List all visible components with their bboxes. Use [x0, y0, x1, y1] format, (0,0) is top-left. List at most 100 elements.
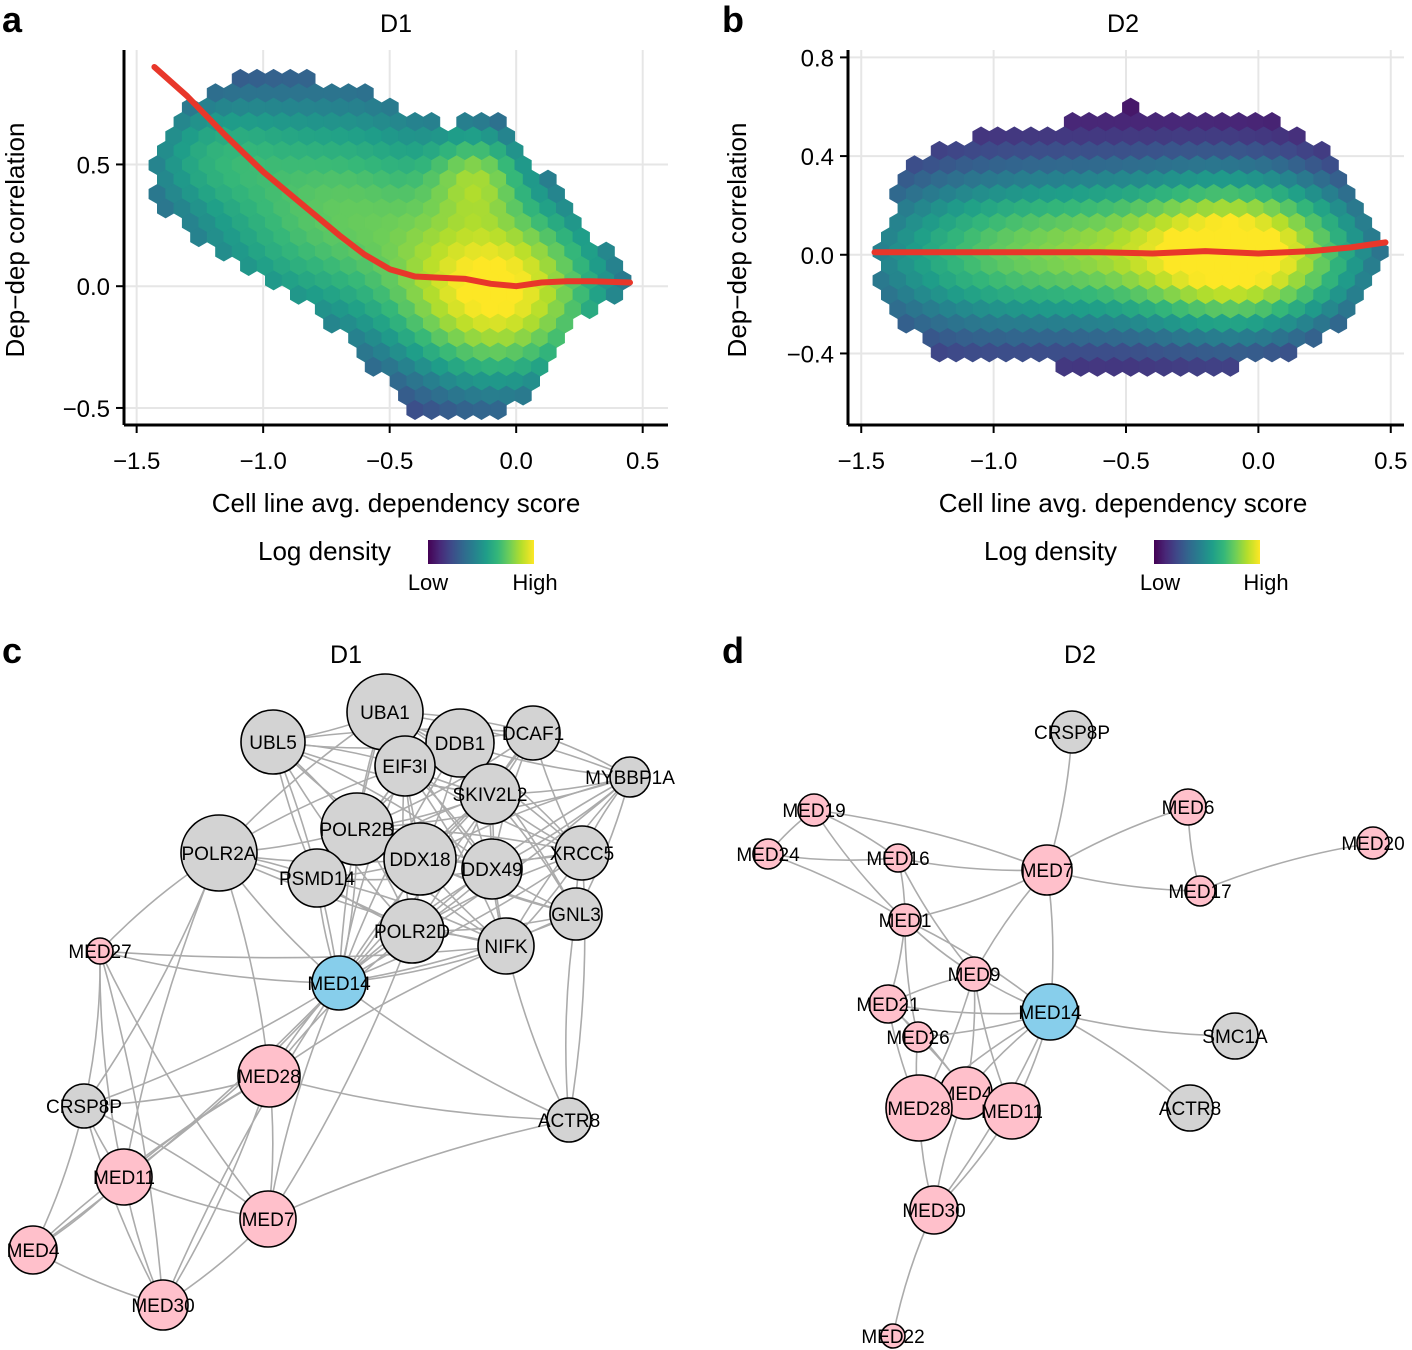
- node-med28: MED28: [885, 1074, 953, 1142]
- chart-title: D1: [380, 10, 412, 38]
- node-label: MED24: [736, 845, 800, 866]
- x-tick-label: 0.5: [626, 448, 659, 475]
- edge-xrcc5-actr8: [568, 852, 586, 1121]
- node-circle: [983, 1082, 1041, 1140]
- node-label: CRSP8P: [1034, 723, 1110, 744]
- node-xrcc5: XRCC5: [550, 825, 614, 881]
- legend-high-label: High: [1243, 570, 1288, 595]
- x-axis-label: Cell line avg. dependency score: [212, 488, 581, 518]
- node-label: MED21: [856, 995, 919, 1016]
- node-circle: [1021, 844, 1073, 896]
- node-ddx18: DDX18: [383, 822, 457, 896]
- edge-nifk-med28: [268, 945, 507, 1077]
- network-panel-d2: D2 CRSP8P MED19 MED6 MED20 MED24 MED16 MED7 MED…: [736, 641, 1405, 1349]
- node-label: SKIV2L2: [453, 785, 528, 806]
- node-circle: [8, 1225, 58, 1275]
- node-label: NIFK: [484, 937, 528, 958]
- node-label: MED11: [981, 1102, 1043, 1123]
- node-med9: MED9: [948, 956, 1000, 992]
- panel-label-a: a: [2, 0, 23, 40]
- hexbin-cell: [1329, 313, 1348, 334]
- colorbar: [1154, 540, 1260, 564]
- node-polr2d: POLR2D: [374, 898, 450, 964]
- node-med4: MED4: [939, 1066, 993, 1120]
- node-circle: [752, 838, 784, 870]
- node-med7: MED7: [1021, 844, 1074, 896]
- node-circle: [797, 793, 831, 827]
- legend-title: Log density: [258, 536, 391, 566]
- node-label: UBL5: [249, 733, 297, 754]
- node-label: MED4: [940, 1084, 993, 1105]
- node-med26: MED26: [886, 1021, 950, 1053]
- node-label: MED20: [1341, 834, 1404, 855]
- y-tick-label: 0.4: [801, 144, 834, 171]
- network-nodes: CRSP8P MED19 MED6 MED20 MED24 MED16 MED7 MED17 M…: [736, 710, 1405, 1349]
- node-circle: [240, 709, 306, 775]
- x-tick-label: 0.0: [1242, 448, 1275, 475]
- node-med19: MED19: [782, 793, 846, 827]
- legend-title: Log density: [984, 536, 1117, 566]
- node-actr8: ACTR8: [538, 1097, 600, 1143]
- node-label: MED19: [782, 801, 845, 822]
- node-psmd14: PSMD14: [279, 848, 355, 908]
- node-med27: MED27: [68, 937, 132, 965]
- edge-polr2a-crsp8p: [83, 852, 220, 1107]
- node-label: EIF3I: [382, 757, 427, 778]
- node-label: MED11: [93, 1168, 155, 1189]
- node-circle: [374, 735, 436, 797]
- node-circle: [956, 956, 992, 992]
- node-med21: MED21: [856, 984, 920, 1024]
- edge-med24-med1: [767, 853, 906, 921]
- x-tick-label: 0.5: [1374, 448, 1407, 475]
- edge-med14-med7: [267, 982, 340, 1220]
- node-circle: [554, 825, 610, 881]
- node-label: POLR2B: [320, 820, 395, 841]
- node-circle: [461, 838, 523, 900]
- node-circle: [239, 1190, 297, 1248]
- node-crsp8p: CRSP8P: [46, 1083, 122, 1129]
- node-med7: MED7: [239, 1190, 297, 1248]
- hexbin-cell: [1305, 328, 1323, 348]
- node-gnl3: GNL3: [549, 887, 603, 941]
- chart-title: D2: [1107, 10, 1139, 38]
- node-polr2a: POLR2A: [180, 814, 258, 892]
- edge-polr2d-med7: [267, 930, 413, 1220]
- edge-polr2a-med11: [123, 852, 220, 1178]
- node-circle: [95, 1148, 153, 1206]
- node-med16: MED16: [866, 843, 930, 873]
- node-label: MED1: [879, 911, 932, 932]
- node-label: DDX49: [461, 860, 522, 881]
- y-tick-label: 0.0: [77, 274, 110, 301]
- axes: −1.5 −1.0 −0.5 0.0 0.5 −0.4 0.0 0.4 0.8: [787, 45, 1408, 475]
- node-crsp8p: CRSP8P: [1034, 710, 1110, 754]
- hexbin-layer: [872, 97, 1389, 377]
- node-circle: [1166, 1084, 1214, 1132]
- node-actr8: ACTR8: [1159, 1084, 1221, 1132]
- node-med14: MED14: [307, 955, 371, 1011]
- network-edges: [767, 731, 1374, 1337]
- node-med28: MED28: [237, 1044, 301, 1108]
- edge-med19-med7: [813, 809, 1048, 871]
- node-circle: [868, 984, 908, 1024]
- node-circle: [320, 792, 394, 866]
- y-tick-label: −0.4: [787, 341, 834, 368]
- node-med11: MED11: [981, 1082, 1043, 1140]
- node-label: MED6: [1162, 798, 1215, 819]
- x-tick-label: −1.0: [970, 448, 1017, 475]
- node-circle: [180, 814, 258, 892]
- panel-label-b: b: [722, 0, 744, 40]
- x-tick-label: −1.5: [113, 448, 160, 475]
- axes: −1.5 −1.0 −0.5 0.0 0.5 −0.5 0.0 0.5: [63, 50, 668, 475]
- edge-actr8-med7: [267, 1119, 570, 1220]
- node-label: MED26: [886, 1028, 949, 1049]
- node-label: MED28: [887, 1099, 950, 1120]
- node-med24: MED24: [736, 838, 800, 870]
- node-circle: [1184, 875, 1216, 907]
- node-circle: [546, 1097, 592, 1143]
- legend-low-label: Low: [408, 570, 448, 595]
- node-label: MED7: [1021, 861, 1074, 882]
- node-ddb1: DDB1: [425, 708, 495, 778]
- node-ddx49: DDX49: [461, 838, 523, 900]
- node-label: ACTR8: [538, 1111, 600, 1132]
- node-circle: [287, 848, 347, 908]
